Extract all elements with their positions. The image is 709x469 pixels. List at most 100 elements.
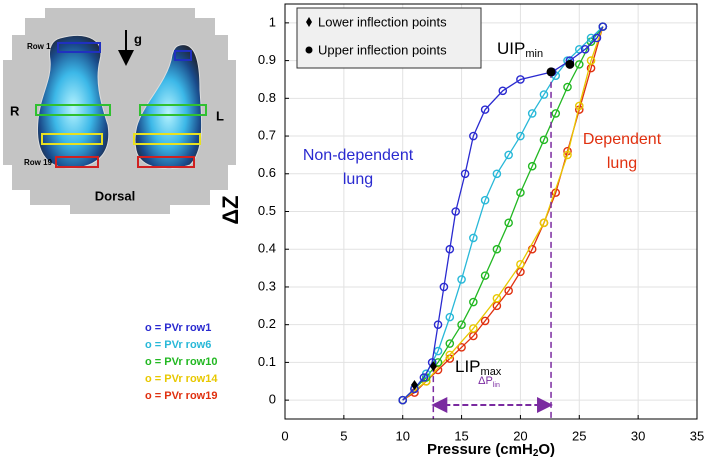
lip-label-text: LIP — [455, 357, 481, 376]
legend-box — [296, 7, 482, 69]
data-point — [527, 109, 537, 118]
data-point — [451, 207, 460, 216]
data-point — [445, 339, 455, 348]
region-label: lung — [607, 155, 637, 172]
inset-label: g — [134, 31, 142, 46]
data-point — [516, 188, 525, 197]
data-point — [445, 312, 455, 322]
y-tick-label: 0.4 — [258, 241, 276, 256]
y-tick-label: 0.3 — [258, 278, 276, 293]
dp-label: ΔPlin — [478, 375, 500, 389]
data-point — [492, 244, 502, 254]
data-point — [469, 131, 478, 141]
data-point — [457, 343, 466, 352]
inset-label: L — [216, 108, 224, 123]
data-point — [504, 218, 513, 228]
y-tick-label: 0.5 — [258, 203, 276, 218]
data-point — [457, 275, 466, 284]
inset-label: R — [10, 103, 20, 118]
inset-image — [3, 8, 236, 214]
legend-marker — [305, 46, 313, 54]
data-point — [527, 161, 537, 171]
data-point — [433, 358, 443, 367]
data-point — [398, 395, 408, 405]
legend-entry: o = PVr row19 — [145, 390, 217, 402]
data-point — [480, 271, 490, 280]
data-point — [516, 131, 525, 141]
data-point — [492, 293, 502, 303]
data-point — [551, 109, 561, 118]
x-tick-label: 25 — [572, 428, 586, 443]
legend-entry: Lower inflection points — [318, 14, 447, 29]
data-point — [498, 86, 508, 96]
y-tick-label: 0.2 — [258, 316, 276, 331]
y-tick-label: 0.8 — [258, 90, 276, 105]
upper-inflection-point — [565, 59, 575, 69]
y-tick-label: 0.9 — [258, 52, 276, 67]
data-point — [598, 22, 608, 31]
uip-label-sub: min — [525, 48, 543, 60]
uip-label-text: UIP — [497, 39, 525, 58]
legend-entry: o = PVr row1 — [145, 322, 211, 334]
data-point — [419, 373, 429, 382]
data-point — [504, 150, 513, 160]
data-point — [539, 135, 549, 145]
data-point — [480, 105, 490, 114]
x-tick-label: 20 — [513, 428, 527, 443]
plot-frame — [284, 3, 698, 420]
data-point — [504, 286, 513, 296]
lip-label: LIPmax — [455, 357, 502, 377]
uip-label: UIPmin — [497, 39, 543, 59]
x-tick-label: 5 — [340, 428, 347, 443]
data-point — [592, 33, 602, 43]
data-point — [539, 218, 549, 228]
lower-inflection-point — [429, 361, 437, 372]
legend-entry: Upper inflection points — [318, 42, 447, 57]
region-label: Non-dependent — [303, 147, 414, 164]
inset-label: Row 19 — [24, 158, 53, 167]
x-tick-label: 30 — [631, 428, 645, 443]
y-tick-label: 1 — [269, 14, 276, 29]
y-tick-label: 0 — [269, 392, 276, 407]
data-point — [539, 90, 549, 99]
data-point — [445, 350, 455, 360]
data-point — [460, 169, 470, 179]
dp-label-text: ΔP — [478, 375, 493, 387]
data-point — [563, 150, 572, 160]
x-tick-label: 10 — [395, 428, 409, 443]
dp-label-sub: lin — [493, 382, 500, 389]
region-label: lung — [343, 171, 373, 188]
region-label: Dependent — [583, 131, 662, 148]
data-point — [586, 33, 596, 43]
data-point — [516, 260, 525, 269]
data-point — [586, 56, 596, 65]
data-point — [433, 320, 443, 329]
data-point — [563, 82, 572, 92]
data-point — [439, 282, 449, 292]
y-tick-label: 0.1 — [258, 354, 276, 369]
data-point — [516, 75, 525, 84]
inset-label: Dorsal — [95, 188, 135, 203]
upper-inflection-point — [546, 67, 556, 77]
y-tick-label: 0.7 — [258, 127, 276, 142]
x-axis-label-end: O) — [538, 441, 555, 458]
x-tick-label: 15 — [454, 428, 468, 443]
legend-entry: o = PVr row10 — [145, 356, 217, 368]
lower-inflection-point — [410, 380, 418, 391]
legend-entry: o = PVr row6 — [145, 339, 211, 351]
data-point — [480, 316, 490, 326]
data-point — [469, 324, 478, 333]
data-point — [580, 44, 590, 54]
data-point — [457, 320, 466, 329]
x-tick-label: 35 — [690, 428, 704, 443]
inset-label: Row 1 — [27, 42, 51, 51]
x-axis-label: Pressure (cmH2O) — [427, 441, 555, 459]
x-axis-label-text: Pressure (cmH — [427, 441, 533, 458]
data-point — [574, 101, 584, 111]
data-point — [480, 195, 490, 205]
data-point — [469, 297, 478, 307]
legend-entry: o = PVr row14 — [145, 373, 218, 385]
y-axis-label: ΔZ — [218, 195, 243, 224]
data-point — [469, 233, 478, 243]
